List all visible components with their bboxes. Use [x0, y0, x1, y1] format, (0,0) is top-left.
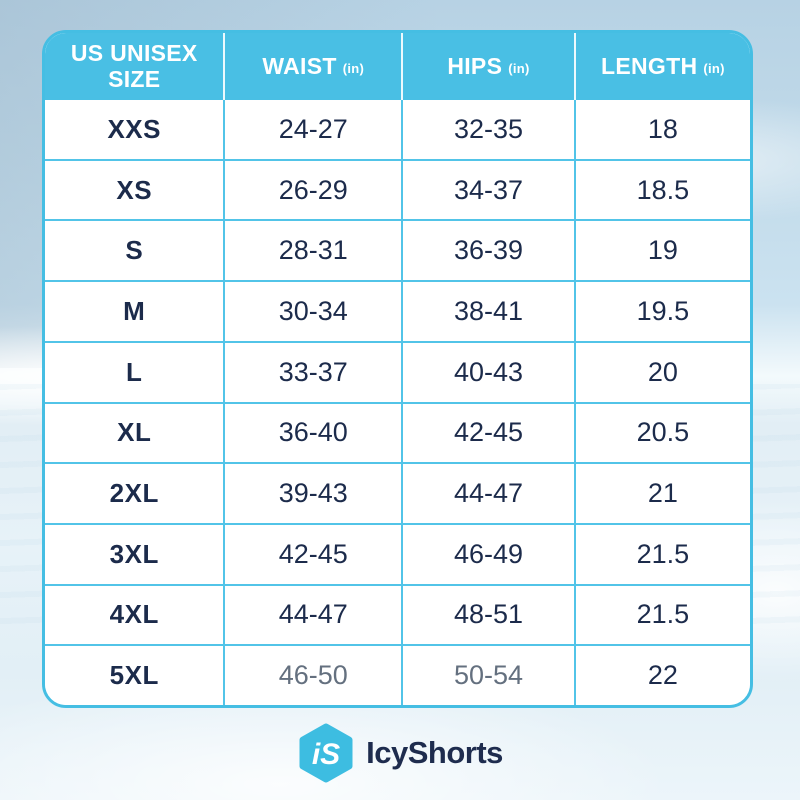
size-cell: XXS: [45, 100, 226, 159]
table-row: 4XL 44-47 48-51 21.5: [45, 583, 750, 645]
size-cell: L: [45, 342, 226, 402]
length-cell: 22: [647, 660, 678, 691]
header-hips-unit: (in): [508, 61, 530, 77]
waist-cell: 36-40: [225, 403, 404, 463]
waist-cell: 26-29: [225, 160, 404, 220]
header-waist-label: WAIST: [262, 52, 337, 79]
table-row: XL 36-40 42-45 20.5: [45, 401, 750, 463]
size-cell: 3XL: [45, 524, 226, 584]
length-cell: 21: [647, 478, 678, 509]
header-length-label: LENGTH: [601, 52, 698, 79]
size-cell: S: [45, 221, 226, 281]
brand-logo: iS IcyShorts: [0, 722, 800, 784]
table-row: XXS 24-27 32-35 18: [45, 100, 750, 159]
size-cell: M: [45, 282, 226, 341]
size-cell: 5XL: [45, 646, 226, 705]
hips-cell: 38-41: [403, 282, 576, 341]
table-row: 5XL 46-50 50-54 22: [45, 644, 750, 705]
header-waist: WAIST (in): [225, 33, 404, 100]
table-row: S 28-31 36-39 19: [45, 219, 750, 281]
icyshorts-logo-icon: iS: [299, 723, 353, 783]
header-length-unit: (in): [703, 61, 725, 77]
size-cell: XL: [45, 403, 226, 463]
waist-cell: 42-45: [225, 524, 404, 584]
waist-cell: 46-50: [225, 646, 404, 705]
table-row: 2XL 39-43 44-47 21: [45, 462, 750, 523]
table-row: L 33-37 40-43 20: [45, 340, 750, 402]
table-row: 3XL 42-45 46-49 21.5: [45, 522, 750, 584]
brand-name: IcyShorts: [366, 735, 503, 770]
length-cell: 18: [647, 113, 678, 144]
header-size-label: US UNISEX SIZE: [70, 39, 198, 92]
table-body: XXS 24-27 32-35 18 XS 26-29 34-37 18.5 S 28-31 36-…: [45, 100, 750, 705]
size-chart-table: US UNISEX SIZE WAIST (in) HIPS (in) LENG…: [42, 30, 753, 708]
length-cell: 18.5: [636, 174, 690, 205]
length-cell: 19: [647, 235, 678, 266]
waist-cell: 28-31: [225, 221, 404, 281]
hips-cell: 32-35: [403, 100, 576, 159]
length-cell: 21.5: [636, 599, 690, 630]
header-waist-unit: (in): [342, 61, 365, 77]
hips-cell: 42-45: [403, 403, 576, 463]
hips-cell: 34-37: [403, 160, 576, 220]
length-cell: 20.5: [636, 417, 690, 448]
table-header-row: US UNISEX SIZE WAIST (in) HIPS (in) LENG…: [45, 33, 750, 100]
length-cell: 21.5: [636, 538, 690, 569]
length-cell: 19.5: [636, 295, 690, 326]
header-hips-label: HIPS: [447, 52, 503, 79]
hips-cell: 44-47: [403, 464, 576, 523]
waist-cell: 39-43: [225, 464, 404, 523]
waist-cell: 33-37: [225, 342, 404, 402]
hips-cell: 50-54: [403, 646, 576, 705]
hips-cell: 40-43: [403, 342, 576, 402]
header-size: US UNISEX SIZE: [45, 33, 226, 100]
length-cell: 20: [647, 356, 678, 387]
waist-cell: 44-47: [225, 585, 404, 645]
table-row: XS 26-29 34-37 18.5: [45, 158, 750, 220]
logo-icon-text: iS: [312, 738, 340, 771]
size-cell: 4XL: [45, 585, 226, 645]
size-cell: 2XL: [45, 464, 226, 523]
hips-cell: 48-51: [403, 585, 576, 645]
table-row: M 30-34 38-41 19.5: [45, 280, 750, 341]
header-hips: HIPS (in): [403, 33, 576, 100]
waist-cell: 30-34: [225, 282, 404, 341]
waist-cell: 24-27: [225, 100, 404, 159]
hips-cell: 36-39: [403, 221, 576, 281]
header-length: LENGTH (in): [576, 33, 750, 100]
hips-cell: 46-49: [403, 524, 576, 584]
size-cell: XS: [45, 160, 226, 220]
